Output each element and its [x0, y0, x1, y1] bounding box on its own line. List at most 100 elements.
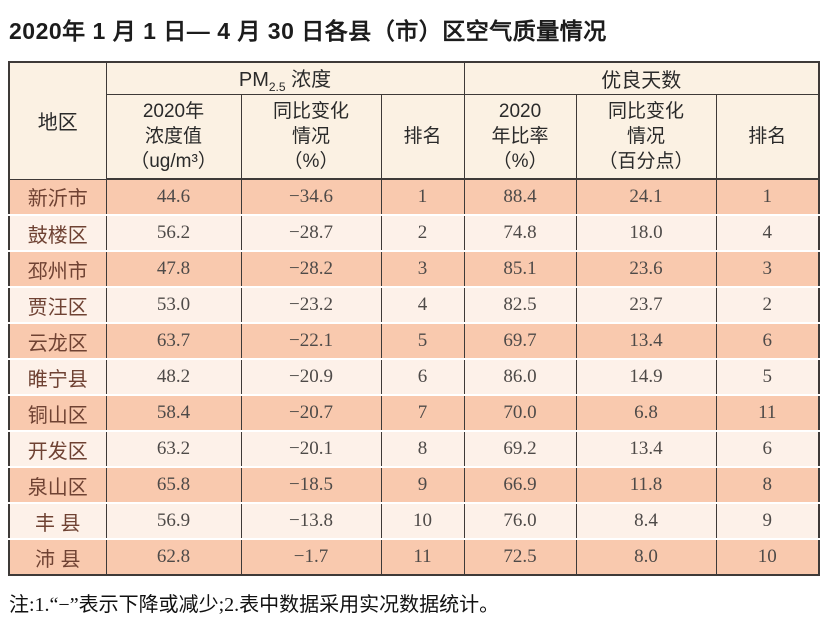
- region-cell: 丰 县: [8, 502, 106, 539]
- ratio-rank-cell: 5: [715, 358, 820, 395]
- col-header-ratio-change: 同比变化 情况 （百分点）: [575, 94, 717, 180]
- pm25-change-cell: −1.7: [240, 538, 381, 575]
- region-cell: 贾汪区: [8, 286, 106, 323]
- table-row: 丰 县 56.9 −13.8 10 76.0 8.4 9: [8, 502, 820, 539]
- pm25-change-cell: −18.5: [240, 466, 381, 503]
- pm25-rank-cell: 9: [380, 466, 465, 503]
- region-cell: 邳州市: [8, 250, 106, 287]
- table-row: 睢宁县 48.2 −20.9 6 86.0 14.9 5: [8, 358, 820, 395]
- col-group-pm25: PM2.5 浓度: [105, 62, 465, 95]
- pm25-value-cell: 48.2: [105, 358, 241, 395]
- pm25-rank-cell: 1: [380, 179, 465, 215]
- ratio-change-cell: 13.4: [575, 322, 717, 359]
- ratio-rank-cell: 6: [715, 322, 820, 359]
- pm25-value-cell: 44.6: [105, 179, 241, 215]
- ratio-cell: 72.5: [463, 538, 577, 575]
- ratio-rank-cell: 4: [715, 214, 820, 251]
- pm25-rank-cell: 11: [380, 538, 465, 575]
- ratio-rank-cell: 11: [715, 394, 820, 431]
- pm25-rank-cell: 10: [380, 502, 465, 539]
- ratio-rank-cell: 8: [715, 466, 820, 503]
- col-header-ratio-rank: 排名: [715, 94, 820, 180]
- pm25-rank-cell: 2: [380, 214, 465, 251]
- pm25-label-prefix: PM: [238, 69, 269, 91]
- ratio-rank-cell: 3: [715, 250, 820, 287]
- col-header-pm25-rank: 排名: [380, 94, 465, 180]
- pm25-value-cell: 58.4: [105, 394, 241, 431]
- pm25-change-cell: −28.7: [240, 214, 381, 251]
- ratio-rank-cell: 2: [715, 286, 820, 323]
- region-cell: 云龙区: [8, 322, 106, 359]
- pm25-change-cell: −20.7: [240, 394, 381, 431]
- ratio-rank-cell: 9: [715, 502, 820, 539]
- ratio-change-cell: 18.0: [575, 214, 717, 251]
- pm25-value-cell: 53.0: [105, 286, 241, 323]
- ratio-change-cell: 11.8: [575, 466, 717, 503]
- region-cell: 开发区: [8, 430, 106, 467]
- table-row: 鼓楼区 56.2 −28.7 2 74.8 18.0 4: [8, 214, 820, 251]
- pm25-label-subscript: 2.5: [268, 80, 286, 94]
- ratio-cell: 74.8: [463, 214, 577, 251]
- pm25-rank-cell: 6: [380, 358, 465, 395]
- pm25-value-cell: 63.2: [105, 430, 241, 467]
- col-group-good-days: 优良天数: [463, 62, 820, 95]
- ratio-rank-cell: 1: [715, 179, 820, 215]
- col-header-pm25-change: 同比变化 情况 （%）: [240, 94, 381, 180]
- pm25-change-cell: −28.2: [240, 250, 381, 287]
- col-header-pm25-value: 2020年 浓度值 （ug/m³）: [105, 94, 241, 180]
- region-cell: 鼓楼区: [8, 214, 106, 251]
- ratio-cell: 69.7: [463, 322, 577, 359]
- table-row: 新沂市 44.6 −34.6 1 88.4 24.1 1: [8, 179, 820, 215]
- table-row: 开发区 63.2 −20.1 8 69.2 13.4 6: [8, 430, 820, 467]
- ratio-change-cell: 14.9: [575, 358, 717, 395]
- ratio-cell: 88.4: [463, 179, 577, 215]
- ratio-change-cell: 23.6: [575, 250, 717, 287]
- ratio-cell: 66.9: [463, 466, 577, 503]
- pm25-value-cell: 56.9: [105, 502, 241, 539]
- ratio-change-cell: 8.4: [575, 502, 717, 539]
- ratio-change-cell: 6.8: [575, 394, 717, 431]
- pm25-rank-cell: 4: [380, 286, 465, 323]
- table-row: 贾汪区 53.0 −23.2 4 82.5 23.7 2: [8, 286, 820, 323]
- pm25-rank-cell: 8: [380, 430, 465, 467]
- ratio-cell: 85.1: [463, 250, 577, 287]
- ratio-change-cell: 13.4: [575, 430, 717, 467]
- ratio-cell: 76.0: [463, 502, 577, 539]
- region-cell: 睢宁县: [8, 358, 106, 395]
- ratio-cell: 86.0: [463, 358, 577, 395]
- table-row: 沛 县 62.8 −1.7 11 72.5 8.0 10: [8, 538, 820, 575]
- ratio-cell: 82.5: [463, 286, 577, 323]
- table-body: 新沂市 44.6 −34.6 1 88.4 24.1 1 鼓楼区 56.2 −28.7 2 74.8 1…: [8, 179, 820, 575]
- table-row: 云龙区 63.7 −22.1 5 69.7 13.4 6: [8, 322, 820, 359]
- ratio-change-cell: 23.7: [575, 286, 717, 323]
- air-quality-table: 地区 PM2.5 浓度 优良天数 2020年 浓度值 （ug/m³） 同比变化 …: [8, 61, 821, 576]
- pm25-change-cell: −23.2: [240, 286, 381, 323]
- footnote: 注:1.“−”表示下降或减少;2.表中数据采用实况数据统计。: [9, 594, 500, 616]
- pm25-rank-cell: 5: [380, 322, 465, 359]
- col-header-region: 地区: [8, 62, 106, 180]
- pm25-change-cell: −20.1: [240, 430, 381, 467]
- table-row: 泉山区 65.8 −18.5 9 66.9 11.8 8: [8, 466, 820, 503]
- region-cell: 泉山区: [8, 466, 106, 503]
- table-row: 铜山区 58.4 −20.7 7 70.0 6.8 11: [8, 394, 820, 431]
- pm25-change-cell: −34.6: [240, 179, 381, 215]
- pm25-rank-cell: 3: [380, 250, 465, 287]
- region-cell: 沛 县: [8, 538, 106, 575]
- table-row: 邳州市 47.8 −28.2 3 85.1 23.6 3: [8, 250, 820, 287]
- pm25-change-cell: −20.9: [240, 358, 381, 395]
- pm25-rank-cell: 7: [380, 394, 465, 431]
- ratio-rank-cell: 6: [715, 430, 820, 467]
- page-title: 2020年 1 月 1 日— 4 月 30 日各县（市）区空气质量情况: [9, 18, 607, 44]
- region-cell: 新沂市: [8, 179, 106, 215]
- pm25-change-cell: −22.1: [240, 322, 381, 359]
- pm25-change-cell: −13.8: [240, 502, 381, 539]
- col-header-ratio: 2020 年比率 （%）: [463, 94, 577, 180]
- table-header: 地区 PM2.5 浓度 优良天数 2020年 浓度值 （ug/m³） 同比变化 …: [8, 62, 820, 180]
- pm25-label-suffix: 浓度: [285, 69, 332, 91]
- ratio-rank-cell: 10: [715, 538, 820, 575]
- pm25-value-cell: 62.8: [105, 538, 241, 575]
- ratio-change-cell: 24.1: [575, 179, 717, 215]
- pm25-value-cell: 65.8: [105, 466, 241, 503]
- pm25-value-cell: 63.7: [105, 322, 241, 359]
